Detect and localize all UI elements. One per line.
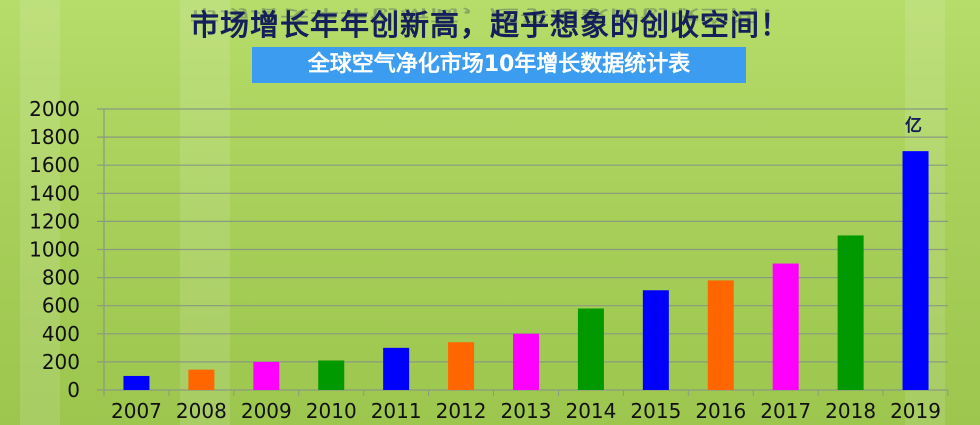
bar-2013 [513,333,539,390]
bar-2015 [642,290,669,390]
bar-2016 [707,280,734,390]
chart-title: 全球空气净化市场10年增长数据统计表 [252,47,746,83]
y-tick-label: 1800 [29,125,80,149]
bar-2007 [123,375,150,390]
x-tick-label: 2010 [306,399,357,423]
bar-2008 [188,369,215,390]
bar-2018 [837,235,864,390]
bar-2009 [253,361,280,390]
x-tick-label: 2012 [436,399,487,423]
bar-2011 [383,347,410,390]
x-tick-label: 2015 [630,399,681,423]
x-tick-label: 2018 [825,399,876,423]
y-tick-label: 200 [42,350,80,374]
headline: 市场增长年年创新高，超乎想象的创收空间！ [189,8,790,42]
bar-2014 [577,308,604,390]
y-tick-label: 1400 [29,181,80,205]
y-tick-label: 600 [42,294,80,318]
y-tick-label: 2000 [29,97,80,121]
y-tick-label: 400 [42,322,80,346]
bar-2012 [448,342,475,390]
bar-2017 [772,263,799,390]
y-tick-label: 800 [42,266,80,290]
x-tick-label: 2017 [760,399,811,423]
bar-2010 [318,360,345,390]
x-tick-label: 2013 [501,399,552,423]
x-tick-label: 2009 [241,399,292,423]
y-tick-label: 1200 [29,209,80,233]
y-tick-label: 1000 [29,238,80,262]
x-tick-label: 2008 [176,399,227,423]
bar-2019 [902,151,929,390]
x-tick-label: 2007 [111,399,162,423]
y-tick-label: 1600 [29,153,80,177]
x-tick-label: 2019 [890,399,941,423]
x-tick-label: 2014 [565,399,616,423]
x-tick-label: 2011 [371,399,422,423]
unit-annotation: 亿 [905,115,922,136]
x-tick-label: 2016 [695,399,746,423]
y-tick-label: 0 [67,378,80,402]
